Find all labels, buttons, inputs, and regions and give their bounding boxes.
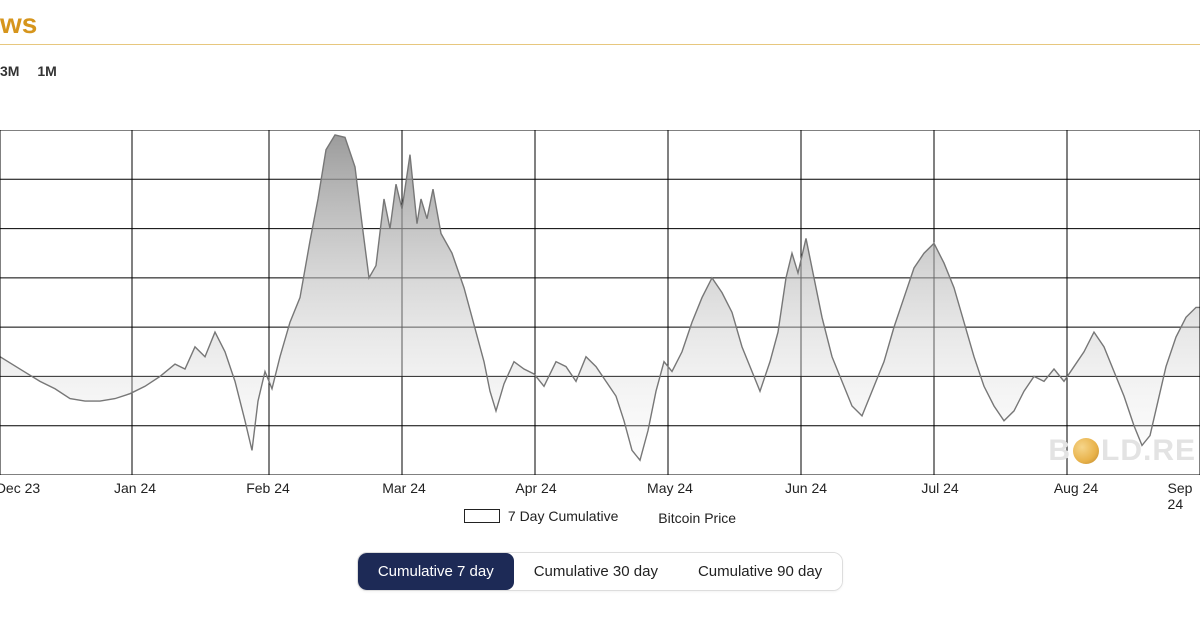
chart-svg: [0, 130, 1200, 475]
legend-label-7day: 7 Day Cumulative: [508, 508, 619, 524]
watermark: B LD.RE: [1048, 434, 1196, 468]
chart-legend: 7 Day Cumulative Bitcoin Price: [0, 508, 1200, 526]
x-axis-label: Jul 24: [921, 480, 958, 496]
range-selector: 3M 1M: [0, 45, 1200, 79]
watermark-rest: LD.RE: [1101, 434, 1196, 468]
page-title-text: ws: [0, 8, 37, 39]
x-axis-label: Feb 24: [246, 480, 290, 496]
range-3m[interactable]: 3M: [0, 63, 19, 79]
page-title: ws: [0, 0, 1200, 44]
x-axis-label: Jun 24: [785, 480, 827, 496]
tab-cumulative-7-day[interactable]: Cumulative 7 day: [358, 553, 514, 590]
legend-swatch-icon: [464, 509, 500, 523]
x-axis-label: Apr 24: [515, 480, 556, 496]
coin-icon: [1073, 438, 1099, 464]
x-axis-label: Dec 23: [0, 480, 40, 496]
tab-cumulative-30-day[interactable]: Cumulative 30 day: [514, 553, 678, 590]
x-axis-labels: Dec 23 Jan 24 Feb 24 Mar 24 Apr 24 May 24 Jun …: [0, 480, 1200, 500]
range-1m[interactable]: 1M: [37, 63, 56, 79]
legend-label-btc: Bitcoin Price: [658, 510, 736, 526]
x-axis-label: May 24: [647, 480, 693, 496]
cumulative-tabs: Cumulative 7 dayCumulative 30 dayCumulat…: [0, 552, 1200, 591]
x-axis-label: Aug 24: [1054, 480, 1098, 496]
x-axis-label: Mar 24: [382, 480, 426, 496]
legend-item-btc: Bitcoin Price: [658, 510, 736, 526]
tab-cumulative-90-day[interactable]: Cumulative 90 day: [678, 553, 842, 590]
tabs-group: Cumulative 7 dayCumulative 30 dayCumulat…: [357, 552, 843, 591]
x-axis-label: Jan 24: [114, 480, 156, 496]
watermark-b: B: [1048, 434, 1071, 468]
flows-chart: [0, 130, 1200, 475]
legend-item-7day: 7 Day Cumulative: [464, 508, 619, 524]
